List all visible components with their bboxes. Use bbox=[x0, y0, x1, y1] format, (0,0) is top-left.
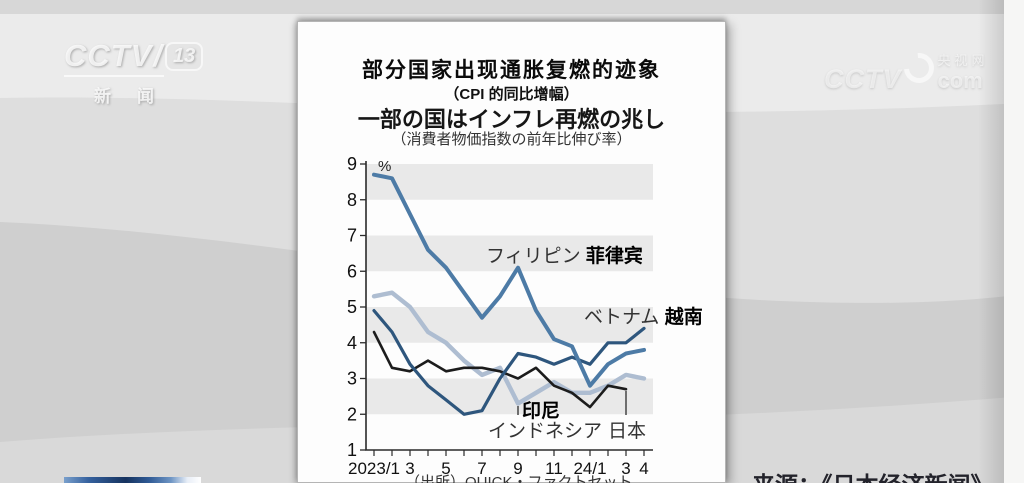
cctv13-slash: / bbox=[153, 38, 163, 73]
x-tick-label: 2023/1 bbox=[348, 459, 400, 478]
series-label-indonesia-ja: インドネシア bbox=[488, 421, 602, 442]
cctv13-logo-row: CCTV/13 bbox=[64, 38, 214, 74]
y-tick-label: 7 bbox=[347, 226, 357, 246]
y-unit-label: % bbox=[378, 158, 391, 175]
cctv13-watermark: CCTV/13 新闻 bbox=[64, 38, 214, 107]
news-ticker-strip bbox=[64, 477, 201, 483]
indonesia-line bbox=[371, 290, 647, 406]
cctvcom-suffix-text: com bbox=[937, 67, 983, 93]
page-edge-shadow bbox=[978, 0, 1004, 483]
y-tick-label: 2 bbox=[347, 404, 357, 424]
x-tick-label: 3 bbox=[621, 459, 630, 478]
cctv13-channel-number: 13 bbox=[165, 41, 204, 71]
cctv13-brand-text: CCTV bbox=[64, 38, 153, 73]
x-tick-label: 24/1 bbox=[573, 459, 606, 478]
cctvcom-watermark: CCTV 央视网 com bbox=[824, 46, 989, 95]
plot-band bbox=[366, 164, 653, 200]
x-tick-label: 9 bbox=[513, 459, 522, 478]
x-tick-label: 7 bbox=[477, 459, 486, 478]
chart-card: 部分国家出现通胀复燃的迹象 （CPI 的同比增幅） 一部の国はインフレ再燃の兆し… bbox=[297, 21, 726, 483]
series-label-japan: 日本 bbox=[608, 420, 646, 442]
plot-band bbox=[366, 235, 653, 272]
y-tick-label: 9 bbox=[347, 154, 357, 174]
x-tick-label: 4 bbox=[639, 459, 648, 478]
y-tick-label: 3 bbox=[347, 369, 357, 389]
philippines-line bbox=[372, 172, 646, 388]
y-tick-label: 5 bbox=[347, 297, 357, 317]
chart-subtitle-zh: （CPI 的同比增幅） bbox=[444, 86, 579, 103]
x-tick-label: 11 bbox=[545, 459, 563, 478]
cctvcom-ring-icon bbox=[897, 46, 940, 89]
y-tick-label: 1 bbox=[347, 440, 357, 460]
chart-title-ja: 一部の国はインフレ再燃の兆し bbox=[357, 107, 666, 132]
backdrop-top-shade bbox=[0, 0, 1024, 14]
vietnam-line bbox=[372, 309, 646, 416]
x-tick-label: 3 bbox=[405, 459, 414, 478]
x-tick-label: 5 bbox=[441, 459, 450, 478]
japan-line bbox=[372, 330, 628, 409]
bottom-caption: 来源：《日本经济新闻》 bbox=[752, 466, 994, 483]
page-edge-strip bbox=[1004, 0, 1024, 483]
chart-title-zh: 部分国家出现通胀复燃的迹象 bbox=[362, 59, 661, 82]
cctvcom-cn-text: 央视网 bbox=[937, 52, 989, 68]
y-tick-label: 8 bbox=[347, 190, 357, 210]
cctv13-underline bbox=[64, 75, 164, 77]
series-label-indonesia-zh: 印尼 bbox=[522, 400, 560, 422]
series-label-vietnam: ベトナム 越南 bbox=[584, 305, 703, 328]
chart-subtitle-ja: （消費者物価指数の前年比伸び率） bbox=[391, 131, 632, 148]
source-note: （出所）QUICK・ファクトセット bbox=[405, 474, 633, 483]
cctvcom-brand-text: CCTV bbox=[824, 64, 902, 94]
series-label-philippines: フィリピン 菲律宾 bbox=[486, 244, 643, 267]
cctvcom-right-column: 央视网 com bbox=[938, 54, 989, 92]
y-tick-label: 4 bbox=[347, 333, 357, 353]
y-tick-label: 6 bbox=[347, 261, 357, 281]
cctv13-subtitle-text: 新闻 bbox=[94, 87, 180, 106]
